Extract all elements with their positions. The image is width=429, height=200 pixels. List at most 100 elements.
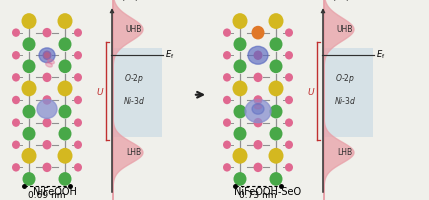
Circle shape	[44, 52, 50, 58]
Circle shape	[233, 172, 247, 186]
Ellipse shape	[248, 46, 268, 64]
Text: LHB: LHB	[338, 148, 353, 157]
Ellipse shape	[39, 48, 55, 63]
Circle shape	[74, 73, 82, 82]
Circle shape	[285, 73, 293, 82]
Circle shape	[12, 96, 20, 104]
Circle shape	[42, 73, 51, 82]
FancyBboxPatch shape	[112, 48, 162, 137]
Circle shape	[12, 141, 20, 149]
Text: $E$ (eV): $E$ (eV)	[114, 0, 139, 3]
Circle shape	[233, 81, 248, 96]
Circle shape	[12, 118, 20, 127]
Circle shape	[74, 28, 82, 37]
Circle shape	[269, 37, 283, 51]
Circle shape	[233, 37, 247, 51]
Text: Ni-$3d$: Ni-$3d$	[334, 95, 356, 106]
Circle shape	[254, 95, 263, 105]
Circle shape	[233, 127, 247, 141]
Circle shape	[269, 105, 283, 118]
Circle shape	[58, 172, 72, 186]
Ellipse shape	[48, 59, 54, 64]
Circle shape	[223, 51, 231, 59]
Text: $E_{\sf f}$: $E_{\sf f}$	[165, 48, 175, 61]
Circle shape	[42, 28, 51, 37]
Text: 0.73 nm: 0.73 nm	[239, 191, 277, 200]
Circle shape	[22, 37, 36, 51]
Text: NiFeOOH: NiFeOOH	[33, 187, 77, 197]
Text: $E_{\sf f}$: $E_{\sf f}$	[376, 48, 386, 61]
Text: $E$ (eV): $E$ (eV)	[325, 0, 350, 3]
Circle shape	[21, 81, 36, 96]
Circle shape	[285, 163, 293, 172]
Circle shape	[42, 163, 51, 172]
Circle shape	[22, 127, 36, 141]
Circle shape	[269, 148, 284, 164]
Circle shape	[223, 28, 231, 37]
Circle shape	[254, 118, 263, 127]
Circle shape	[74, 118, 82, 127]
Circle shape	[269, 59, 283, 73]
Circle shape	[42, 140, 51, 149]
Circle shape	[22, 59, 36, 73]
Circle shape	[21, 148, 36, 164]
Circle shape	[254, 140, 263, 149]
Circle shape	[74, 96, 82, 104]
Circle shape	[254, 163, 263, 172]
Circle shape	[285, 51, 293, 59]
Circle shape	[57, 148, 73, 164]
Text: NiFeOOH-SeO: NiFeOOH-SeO	[234, 187, 302, 197]
Circle shape	[223, 73, 231, 82]
Circle shape	[42, 95, 51, 105]
Circle shape	[74, 163, 82, 172]
Ellipse shape	[254, 105, 262, 109]
Circle shape	[42, 51, 51, 60]
Circle shape	[251, 26, 265, 39]
Circle shape	[12, 163, 20, 172]
Circle shape	[12, 28, 20, 37]
Ellipse shape	[37, 99, 57, 118]
Circle shape	[22, 172, 36, 186]
Ellipse shape	[254, 97, 262, 102]
Circle shape	[58, 105, 72, 118]
Circle shape	[269, 172, 283, 186]
Circle shape	[269, 81, 284, 96]
Circle shape	[223, 141, 231, 149]
Circle shape	[233, 105, 247, 118]
Text: $U$: $U$	[307, 86, 315, 97]
Circle shape	[285, 118, 293, 127]
Circle shape	[58, 37, 72, 51]
Text: O-$2p$: O-$2p$	[335, 72, 355, 85]
Circle shape	[12, 51, 20, 59]
Ellipse shape	[45, 62, 52, 67]
Circle shape	[21, 13, 36, 29]
Circle shape	[223, 163, 231, 172]
Text: O-$2p$: O-$2p$	[124, 72, 144, 85]
Circle shape	[269, 13, 284, 29]
Circle shape	[57, 81, 73, 96]
Circle shape	[233, 59, 247, 73]
Circle shape	[12, 73, 20, 82]
FancyBboxPatch shape	[323, 48, 373, 137]
Text: Ni-$3d$: Ni-$3d$	[123, 95, 145, 106]
Text: UHB: UHB	[126, 25, 142, 34]
Circle shape	[285, 96, 293, 104]
Circle shape	[233, 148, 248, 164]
Ellipse shape	[245, 99, 271, 123]
Circle shape	[285, 141, 293, 149]
Circle shape	[254, 73, 263, 82]
Text: 0.69 nm: 0.69 nm	[28, 191, 66, 200]
Circle shape	[285, 28, 293, 37]
Circle shape	[74, 51, 82, 59]
Text: $U$: $U$	[96, 86, 104, 97]
Circle shape	[254, 28, 263, 37]
Text: UHB: UHB	[337, 25, 353, 34]
Circle shape	[233, 13, 248, 29]
Ellipse shape	[252, 104, 264, 114]
Circle shape	[74, 141, 82, 149]
Circle shape	[223, 96, 231, 104]
Circle shape	[58, 59, 72, 73]
Circle shape	[42, 118, 51, 127]
Circle shape	[57, 13, 73, 29]
Circle shape	[58, 127, 72, 141]
